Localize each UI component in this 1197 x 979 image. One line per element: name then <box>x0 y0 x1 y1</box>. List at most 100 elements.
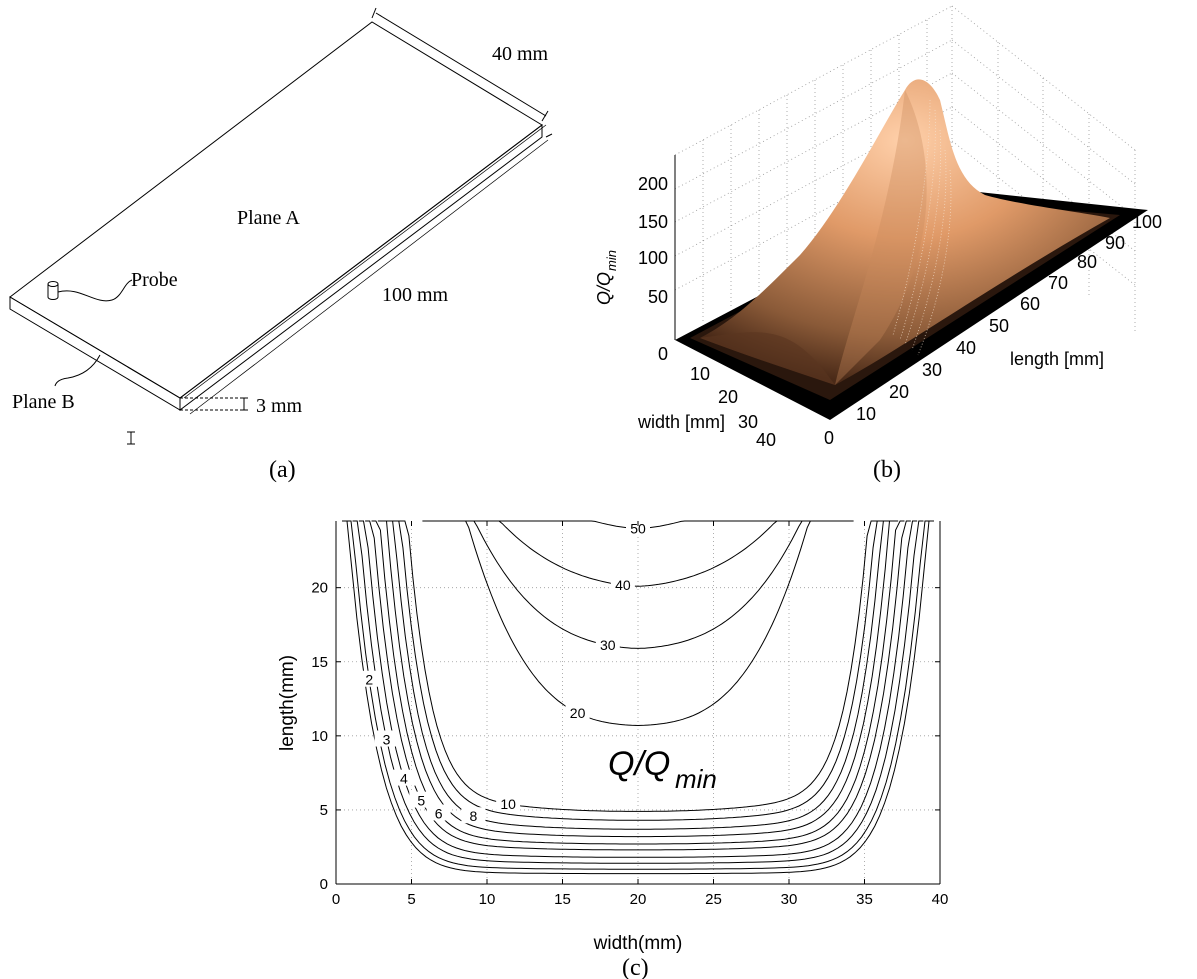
contour-line <box>437 520 839 649</box>
plane-a-label: Plane A <box>237 207 300 229</box>
contour-level-label: 8 <box>470 808 478 824</box>
plane-b-label: Plane B <box>12 391 75 413</box>
plate-right-face <box>179 123 543 412</box>
plane-b-leader <box>54 354 101 387</box>
contour-label-bg <box>357 670 382 687</box>
contour-label-bg <box>391 769 416 786</box>
surface-zlabel: Q/Q min <box>594 250 619 305</box>
svg-text:min: min <box>604 250 619 271</box>
contour-x-tick-label: 30 <box>781 891 798 908</box>
svg-text:40: 40 <box>956 338 976 358</box>
surface-xlabel: width [mm] <box>637 412 725 432</box>
svg-text:80: 80 <box>1077 252 1097 272</box>
contour-y-tick-label: 20 <box>311 580 328 597</box>
svg-text:30: 30 <box>922 360 942 380</box>
contour-line <box>346 520 930 870</box>
contour-x-ticks: 0 5 10 15 20 25 30 35 40 <box>332 521 949 908</box>
contour-x-tick-label: 10 <box>479 891 496 908</box>
contour-level-label: 50 <box>630 520 646 536</box>
caption-b: (b) <box>873 457 901 483</box>
contour-label-bg <box>426 804 451 821</box>
contour-line <box>396 520 880 812</box>
contour-x-tick-label: 40 <box>932 891 949 908</box>
contour-label-bg <box>374 730 399 747</box>
contour-line <box>342 520 934 875</box>
surface-grid <box>674 5 1136 334</box>
contour-level-label: 20 <box>570 705 586 721</box>
contour-y-ticks: 0 5 10 15 20 <box>311 580 940 893</box>
contour-line <box>371 520 905 845</box>
y-ticks: 0 10 20 30 40 50 60 70 80 90 100 <box>824 212 1162 448</box>
contour-label-bg <box>610 576 635 593</box>
svg-text:0: 0 <box>824 428 834 448</box>
svg-text:10: 10 <box>856 404 876 424</box>
svg-text:50: 50 <box>648 287 668 307</box>
x-ticks: 40 30 20 10 <box>690 364 776 450</box>
svg-text:200: 200 <box>638 174 668 194</box>
width-dimension <box>371 7 549 122</box>
svg-text:20: 20 <box>718 387 738 407</box>
contour-line <box>358 520 918 858</box>
width-dim-label: 40 mm <box>492 43 549 65</box>
contour-x-tick-label: 5 <box>407 891 415 908</box>
svg-text:150: 150 <box>638 212 668 232</box>
thickness-dim-label: 3 mm <box>256 395 303 417</box>
contour-level-label: 10 <box>500 796 516 812</box>
z-ticks: 0 50 100 150 200 <box>638 174 668 364</box>
svg-text:Q/Q: Q/Q <box>594 272 614 305</box>
surface-body <box>700 79 1110 385</box>
contour-level-label: 40 <box>615 577 631 593</box>
svg-text:50: 50 <box>989 316 1009 336</box>
contour-level-label: 2 <box>365 672 373 688</box>
contour-xlabel: width(mm) <box>593 933 683 954</box>
contour-quantity-label: Q/Q min <box>608 745 717 794</box>
caption-a: (a) <box>269 457 296 483</box>
contour-label-bg <box>461 807 486 824</box>
surface-plot: 0 50 100 150 200 40 30 20 10 0 10 20 30 … <box>594 5 1162 450</box>
contour-line <box>390 520 886 821</box>
contour-x-tick-label: 20 <box>630 891 647 908</box>
svg-text:30: 30 <box>738 412 758 432</box>
contour-y-tick-label: 0 <box>320 876 328 893</box>
contour-label-bg <box>565 704 590 721</box>
probe-leader <box>57 279 133 302</box>
plate-schematic <box>9 7 553 445</box>
contour-level-label: 6 <box>435 805 443 821</box>
probe-icon <box>47 281 59 300</box>
svg-text:60: 60 <box>1020 294 1040 314</box>
contour-label-bg <box>409 791 434 808</box>
thickness-dimension <box>180 397 240 411</box>
svg-text:Q/Q: Q/Q <box>608 745 670 783</box>
svg-text:10: 10 <box>690 364 710 384</box>
contour-level-label: 3 <box>383 732 391 748</box>
contour-x-tick-label: 0 <box>332 891 340 908</box>
contour-level-label: 30 <box>600 637 616 653</box>
length-dimension <box>189 133 553 415</box>
surface-ylabel: length [mm] <box>1010 349 1104 369</box>
contour-label-bg <box>626 519 650 536</box>
svg-text:70: 70 <box>1048 273 1068 293</box>
contour-level-label: 4 <box>400 771 408 787</box>
contour-x-tick-label: 25 <box>705 891 722 908</box>
contour-line <box>365 520 911 851</box>
surface-speckle <box>892 99 952 356</box>
probe-label: Probe <box>131 269 178 291</box>
svg-text:min: min <box>675 764 717 794</box>
contour-y-tick-label: 15 <box>311 654 328 671</box>
contour-label-bg <box>595 636 620 653</box>
contour-label-bg <box>496 795 521 812</box>
contour-level-label: 5 <box>417 793 425 809</box>
contour-ylabel: length(mm) <box>277 655 298 751</box>
contour-x-tick-label: 35 <box>856 891 873 908</box>
contour-x-tick-label: 15 <box>554 891 571 908</box>
contour-y-tick-label: 10 <box>311 728 328 745</box>
contour-level-labels: 2 3 456 8 10 20 30 40 50 <box>357 519 650 824</box>
contour-line <box>446 520 830 727</box>
svg-text:0: 0 <box>658 344 668 364</box>
length-dim-label: 100 mm <box>382 284 449 306</box>
contour-y-tick-label: 5 <box>320 802 328 819</box>
svg-text:100: 100 <box>638 248 668 268</box>
